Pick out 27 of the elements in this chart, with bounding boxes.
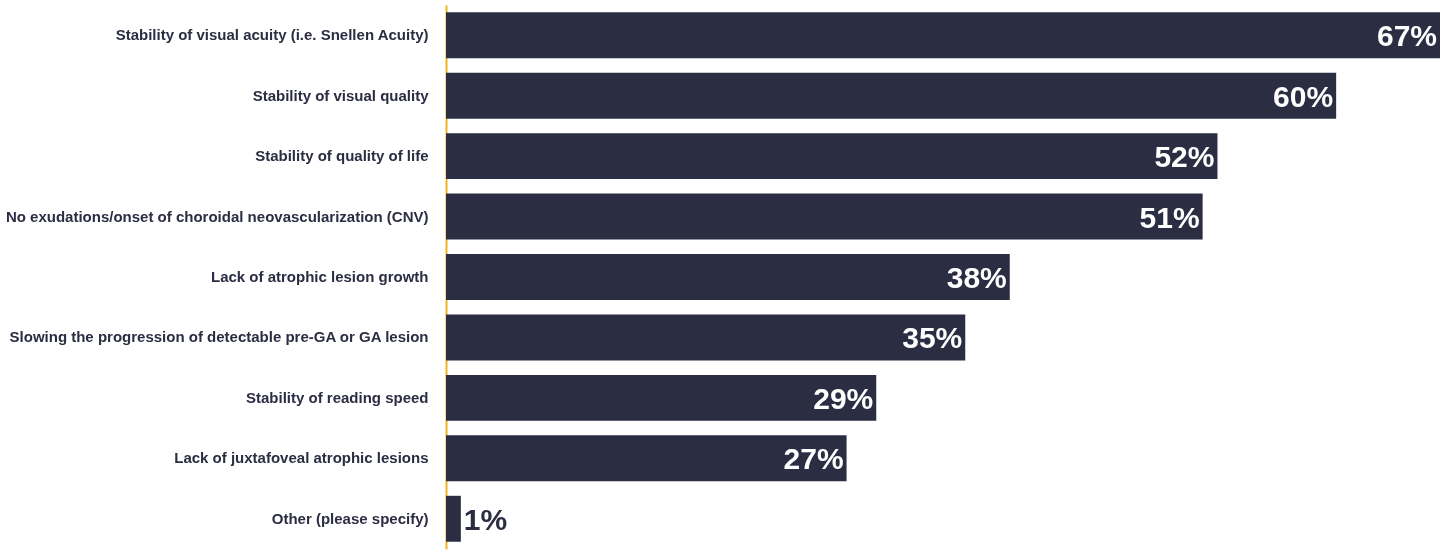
y-tick-label: Slowing the progression of detectable pre-GA or GA lesion bbox=[9, 328, 429, 346]
bar bbox=[446, 435, 847, 482]
data-label: 35% bbox=[902, 321, 963, 355]
data-label: 67% bbox=[1376, 19, 1437, 53]
y-tick-label: Stability of reading speed bbox=[245, 388, 429, 406]
data-label: 51% bbox=[1139, 200, 1200, 234]
bar bbox=[446, 495, 461, 542]
bar bbox=[446, 72, 1337, 119]
data-label: 38% bbox=[946, 261, 1007, 294]
y-tick-label: Stability of quality of life bbox=[255, 147, 429, 165]
y-tick-label: No exudations/onset of choroidal neovascularization (CNV) bbox=[5, 207, 429, 225]
y-tick-label: Other (please specify) bbox=[271, 509, 429, 527]
y-tick-label: Lack of atrophic lesion growth bbox=[210, 268, 429, 285]
bar bbox=[446, 193, 1203, 240]
bar bbox=[446, 374, 877, 421]
y-tick-label: Stability of visual acuity (i.e. Snellen Acuity) bbox=[115, 26, 429, 44]
bar bbox=[446, 133, 1218, 180]
y-tick-label: Stability of visual quality bbox=[252, 86, 430, 104]
data-label: 60% bbox=[1273, 79, 1334, 113]
bar bbox=[446, 254, 1010, 300]
bar bbox=[446, 314, 966, 361]
data-label: 52% bbox=[1154, 140, 1215, 174]
data-label: 27% bbox=[783, 442, 844, 476]
data-label: 1% bbox=[463, 502, 508, 536]
data-label: 29% bbox=[813, 381, 874, 415]
bar bbox=[446, 12, 1440, 59]
y-tick-label: Lack of juxtafoveal atrophic lesions bbox=[174, 449, 429, 467]
